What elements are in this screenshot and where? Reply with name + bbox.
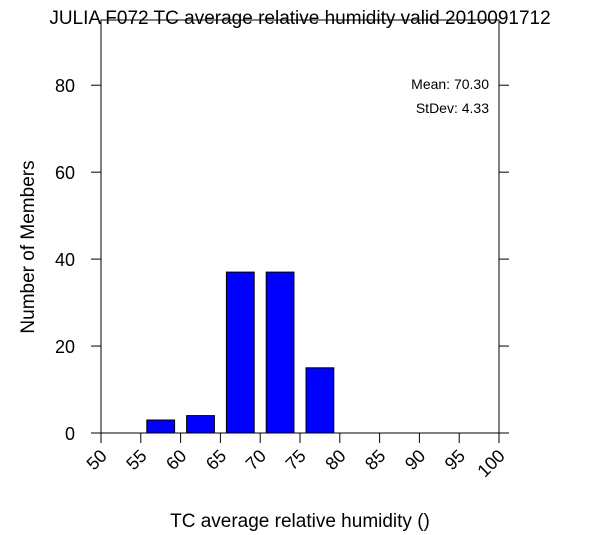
histogram-bar-55-60	[146, 419, 176, 434]
histogram-bar-65-70	[225, 271, 255, 434]
x-tick-label-75: 75	[282, 446, 310, 474]
y-tick-label-0: 0	[65, 424, 75, 444]
x-tick-label-65: 65	[202, 446, 230, 474]
histogram-bar-60-65	[186, 415, 215, 434]
y-tick-label-40: 40	[55, 250, 75, 270]
mean-label: Mean: 70.30	[411, 76, 489, 92]
x-tick-label-60: 60	[162, 446, 190, 474]
y-tick-label-80: 80	[55, 76, 75, 96]
x-tick-label-70: 70	[242, 446, 270, 474]
x-tick-label-90: 90	[401, 446, 429, 474]
y-axis-label: Number of Members	[18, 160, 39, 333]
histogram-bar-75-80	[305, 367, 335, 434]
stdev-label: StDev: 4.33	[416, 100, 489, 116]
x-tick-label-80: 80	[321, 446, 349, 474]
x-tick-label-55: 55	[122, 446, 150, 474]
chart-title: JULIA F072 TC average relative humidity …	[49, 8, 550, 29]
y-tick-label-60: 60	[55, 163, 75, 183]
x-tick-label-95: 95	[441, 446, 469, 474]
x-tick-label-50: 50	[83, 446, 111, 474]
bars-group	[146, 271, 335, 434]
histogram-bar-70-75	[265, 271, 295, 434]
x-tick-label-100: 100	[473, 446, 508, 481]
x-axis-label: TC average relative humidity ()	[170, 511, 430, 532]
x-tick-label-85: 85	[361, 446, 389, 474]
y-tick-label-20: 20	[55, 337, 75, 357]
